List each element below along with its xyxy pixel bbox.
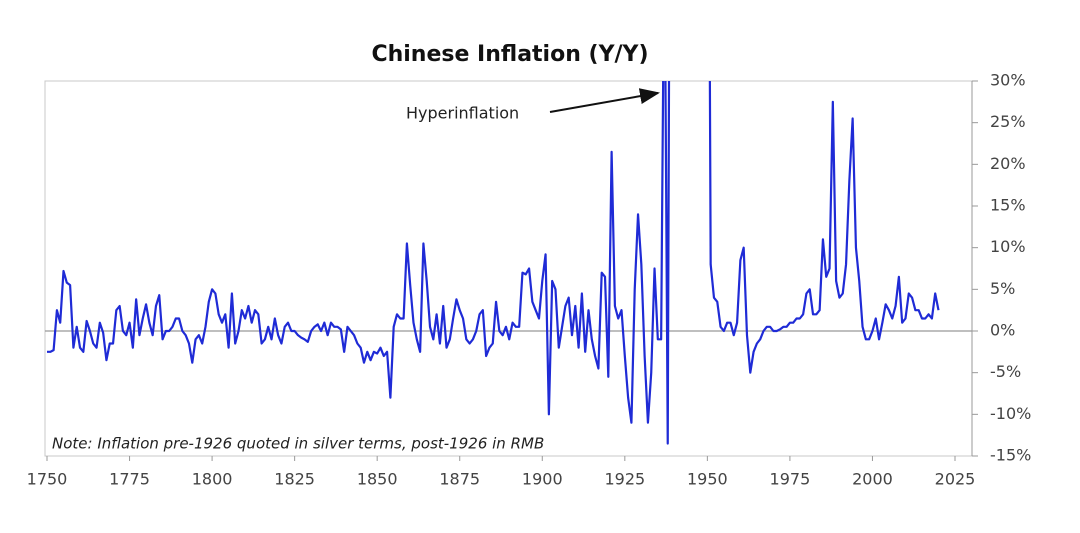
y-tick-label: 15% [990,196,1026,215]
y-tick-label: -15% [990,446,1031,465]
note: Note: Inflation pre-1926 quoted in silve… [52,435,544,453]
annotation-arrow [549,88,660,113]
y-tick-label: 10% [990,237,1026,256]
data-line [47,81,940,445]
y-tick-label: -5% [990,362,1021,381]
y-tick-label: 30% [990,71,1026,90]
x-tick-label: 1925 [604,470,645,489]
x-tick-label: 1900 [522,470,563,489]
y-tick-label: 20% [990,154,1026,173]
x-tick-label: 1850 [357,470,398,489]
y-tick-label: -10% [990,404,1031,423]
x-tick-label: 2025 [935,470,976,489]
x-tick-label: 1875 [439,470,480,489]
annotation: Hyperinflation [406,104,519,123]
x-tick-label: 2000 [852,470,893,489]
y-tick-label: 0% [990,321,1015,340]
x-tick-label: 1950 [687,470,728,489]
y-tick-label: 5% [990,279,1015,298]
x-tick-label: 1800 [192,470,233,489]
chart-title: Chinese Inflation (Y/Y) [371,42,648,67]
x-tick-label: 1775 [109,470,150,489]
x-tick-label: 1750 [27,470,68,489]
y-tick-label: 25% [990,112,1026,131]
x-tick-label: 1825 [274,470,315,489]
x-tick-label: 1975 [770,470,811,489]
